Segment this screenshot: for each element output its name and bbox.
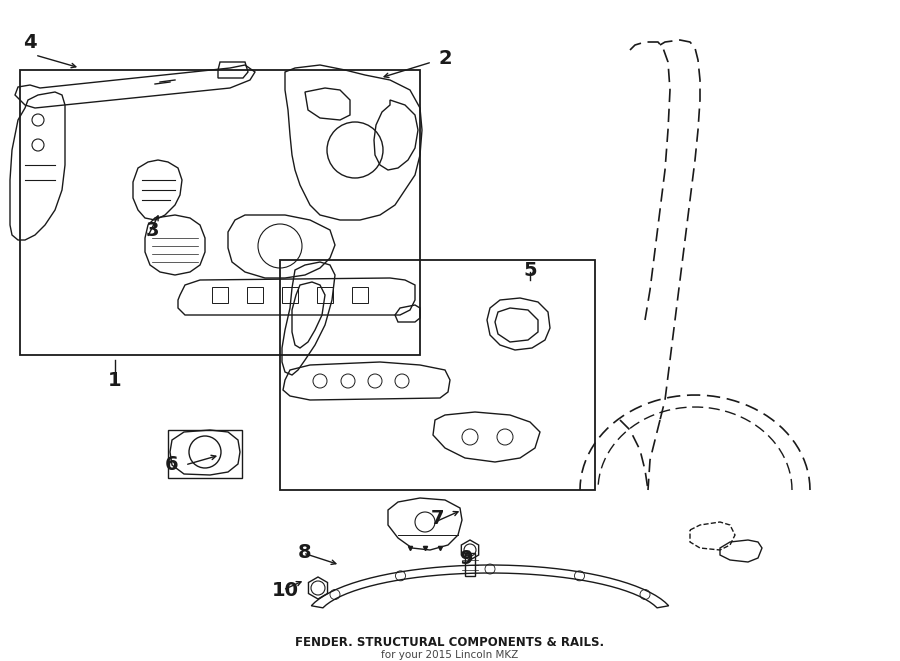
Text: 2: 2 bbox=[438, 48, 452, 67]
Text: for your 2015 Lincoln MKZ: for your 2015 Lincoln MKZ bbox=[382, 650, 518, 660]
Text: 9: 9 bbox=[460, 549, 473, 568]
Text: 8: 8 bbox=[298, 543, 311, 563]
Text: 7: 7 bbox=[431, 508, 445, 527]
Text: 6: 6 bbox=[166, 455, 179, 475]
Bar bbox=[20, 70, 420, 355]
Text: 5: 5 bbox=[523, 260, 536, 280]
Text: 1: 1 bbox=[108, 371, 122, 389]
Text: 4: 4 bbox=[23, 32, 37, 52]
Text: 10: 10 bbox=[272, 580, 299, 600]
Text: FENDER. STRUCTURAL COMPONENTS & RAILS.: FENDER. STRUCTURAL COMPONENTS & RAILS. bbox=[295, 637, 605, 650]
Text: 3: 3 bbox=[145, 221, 158, 239]
Bar bbox=[280, 260, 595, 490]
